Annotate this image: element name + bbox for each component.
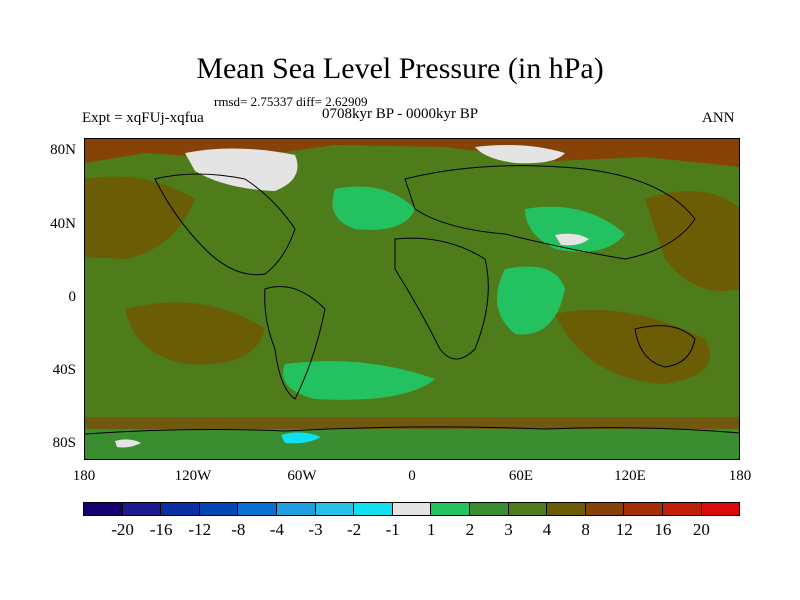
lon-label-180e: 180 xyxy=(728,468,752,484)
colorbar-swatch xyxy=(121,502,162,516)
colorbar-level-label: 4 xyxy=(542,520,552,539)
period-label: 0708kyr BP - 0000kyr BP xyxy=(322,106,479,122)
coastline-antarctica xyxy=(85,426,739,435)
stats-text: rmsd= 2.75337 diff= 2.62909 xyxy=(214,94,368,109)
colorbar-swatch xyxy=(353,502,393,516)
tibet-patch xyxy=(555,233,589,246)
siberia-negative xyxy=(525,206,625,252)
colorbar-level-label: 12 xyxy=(615,520,633,539)
lat-label-40n: 40N xyxy=(50,216,76,232)
north-pacific-positive xyxy=(645,191,739,292)
colorbar-swatch xyxy=(507,502,548,516)
colorbar-level-label: -16 xyxy=(149,520,173,539)
greenland-patch xyxy=(185,148,298,191)
north-atlantic-positive xyxy=(85,176,195,259)
lon-label-0: 0 xyxy=(408,468,416,484)
colorbar-swatch xyxy=(237,502,277,516)
coastline-north-america xyxy=(154,173,296,276)
coastline-south-america xyxy=(264,286,326,400)
pressure-map xyxy=(85,139,739,459)
chart-title: Mean Sea Level Pressure (in hPa) xyxy=(196,52,604,85)
lat-label-40s: 40S xyxy=(52,362,76,378)
lon-label-120e: 120E xyxy=(614,468,646,484)
colorbar-level-label: -3 xyxy=(308,520,323,539)
lon-label-180w: 180 xyxy=(72,468,96,484)
eurasia-patch xyxy=(475,145,565,164)
colorbar-level-label: -20 xyxy=(111,520,134,539)
colorbar-swatch xyxy=(661,502,702,516)
season-label: ANN xyxy=(702,110,735,126)
colorbar-level-label: -1 xyxy=(385,520,400,539)
colorbar-swatch xyxy=(546,502,586,516)
colorbar-level-label: 8 xyxy=(581,520,590,539)
lat-label-80n: 80N xyxy=(50,142,76,158)
colorbar-level-label: 2 xyxy=(465,520,475,539)
arctic-positive-band xyxy=(85,139,739,167)
colorbar-swatch xyxy=(83,502,123,516)
experiment-label: Expt = xqFUj-xqfua xyxy=(82,110,204,126)
coastline-australia xyxy=(634,325,696,368)
colorbar-level-label: 3 xyxy=(504,520,513,539)
south-atlantic-negative xyxy=(283,361,435,400)
antarctic-negative xyxy=(85,429,739,459)
lon-label-60w: 60W xyxy=(287,468,317,484)
colorbar xyxy=(83,502,741,516)
colorbar-swatch xyxy=(275,502,316,516)
colorbar-swatch xyxy=(391,502,432,516)
base-field xyxy=(85,139,739,459)
colorbar-swatch xyxy=(468,502,509,516)
colorbar-level-label: 16 xyxy=(654,520,672,539)
north-atlantic-negative xyxy=(332,186,415,230)
colorbar-swatch xyxy=(314,502,355,516)
africa-negative xyxy=(497,266,565,335)
antarctic-patch xyxy=(281,432,321,444)
lat-label-0: 0 xyxy=(68,289,77,305)
antarctic-patch-2 xyxy=(115,439,141,448)
colorbar-level-label: -12 xyxy=(188,520,212,539)
lon-label-60e: 60E xyxy=(508,468,534,484)
lon-label-120w: 120W xyxy=(174,468,212,484)
colorbar-swatch xyxy=(160,502,200,516)
south-pacific-positive xyxy=(125,302,265,365)
colorbar-swatch xyxy=(198,502,239,516)
colorbar-level-label: 1 xyxy=(427,520,436,539)
lat-label-80s: 80S xyxy=(52,435,76,451)
coastline-africa xyxy=(394,237,489,360)
colorbar-swatch xyxy=(623,502,663,516)
colorbar-swatch xyxy=(700,502,741,516)
colorbar-level-label: -4 xyxy=(269,520,285,539)
coastline-eurasia xyxy=(404,165,696,260)
map-panel xyxy=(84,138,740,460)
colorbar-level-label: -2 xyxy=(347,520,362,539)
colorbar-level-label: 20 xyxy=(692,520,710,539)
colorbar-swatch xyxy=(584,502,625,516)
colorbar-swatch xyxy=(430,502,470,516)
colorbar-level-label: -8 xyxy=(231,520,246,539)
